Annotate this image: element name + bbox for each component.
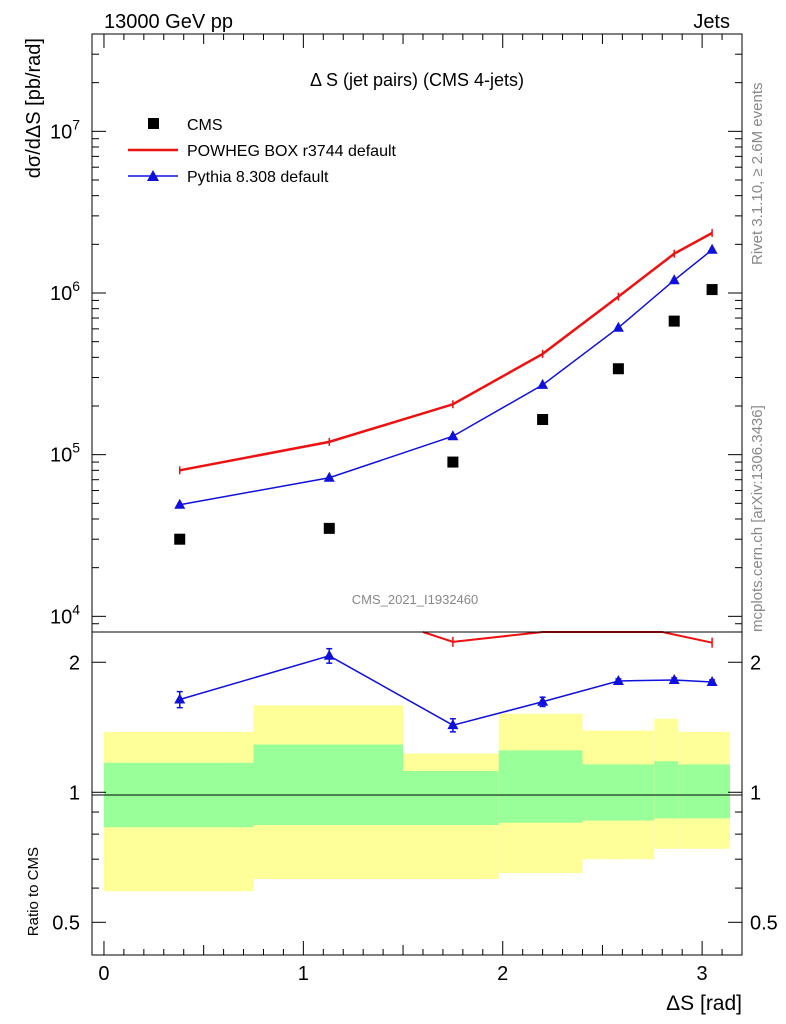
analysis-tag: CMS_2021_I1932460 [352,592,479,607]
pythia-point [706,243,718,254]
cms-point [706,284,718,296]
y-axis-label: dσ/dΔS [pb/rad] [23,38,45,178]
main-y-tick-label: 105 [50,440,80,467]
ratio-y-tick-label-right: 0.5 [750,912,778,934]
plot-title: Δ S (jet pairs) (CMS 4-jets) [310,70,524,90]
ratio-band-inner [253,744,404,825]
x-tick-label: 0 [98,963,109,985]
pythia-ratio-point [537,695,549,706]
cms-point [323,522,335,534]
ratio-y-tick-label-right: 2 [750,652,761,674]
x-axis-label: ΔS [rad] [666,992,742,1015]
rivet-version-label: Rivet 3.1.10, ≥ 2.6M events [749,83,766,266]
powheg-ratio-line [422,631,713,644]
ratio-band-inner [654,761,679,819]
ratio-band-inner [678,764,731,819]
plot-title-text: Δ S (jet pairs) (CMS 4-jets) [310,70,524,90]
ratio-uncertainty-bands [103,705,731,892]
cms-point [174,533,186,545]
cms-point [537,414,549,426]
legend-pythia-marker [147,170,159,181]
pythia-ratio-point [668,673,680,684]
legend-powheg-label: POWHEG BOX r3744 default [187,143,397,160]
pythia-ratio-point [174,693,186,704]
pythia-point [447,430,459,441]
x-axis-ticks: 0 1 2 3 [98,34,723,985]
mcplots-label: mcplots.cern.ch [arXiv:1306.3436] [749,405,766,632]
x-tick-label: 3 [697,963,708,985]
powheg-line [179,231,713,472]
main-y-tick-label: 106 [50,278,80,305]
ratio-y-tick-label-left: 2 [69,652,80,674]
legend-cms-marker [148,118,159,129]
main-y-tick-labels: 104 105 106 107 [50,116,80,628]
ratio-y-tick-label-left: 0.5 [52,912,80,934]
ratio-panel: 0.5 0.5 1 1 2 2 0 1 2 3 [52,34,778,985]
energy-label: 13000 GeV pp [104,11,233,33]
main-panel: 104 105 106 107 Δ S (jet pairs) (CMS 4-jets… [50,33,743,633]
pythia-point [668,274,680,285]
pythia-ratio-point [612,674,624,685]
legend: CMS POWHEG BOX r3744 default Pythia 8.30… [128,117,397,186]
pythia-point [323,471,335,482]
cms-point [612,363,624,375]
cms-point [447,456,459,468]
main-y-tick-label: 107 [50,116,80,143]
ratio-band-inner [403,771,499,825]
process-label: Jets [693,11,730,33]
ratio-panel-frame [91,631,743,956]
ratio-y-axis-label: Ratio to CMS [25,847,42,936]
cms-point [668,315,680,327]
ratio-y-tick-label-left: 1 [69,782,80,804]
pythia-ratio-point [447,719,459,730]
ratio-band-inner [498,750,583,823]
pythia-point [174,498,186,509]
main-y-ticks [92,33,742,633]
x-tick-label: 1 [298,963,309,985]
main-series-layer [174,229,718,545]
legend-cms-label: CMS [187,117,223,134]
pythia-point [537,378,549,389]
ratio-y-tick-label-right: 1 [750,782,761,804]
pythia-line [179,249,713,506]
main-y-tick-label: 104 [50,601,80,628]
legend-pythia-label: Pythia 8.308 default [187,169,329,186]
ratio-y-ticks: 0.5 0.5 1 1 2 2 [52,652,778,934]
x-tick-label: 2 [497,963,508,985]
ratio-band-inner [582,764,655,821]
pythia-ratio-point [323,649,335,660]
pythia-ratio-point [706,676,718,687]
pythia-point [612,321,624,332]
